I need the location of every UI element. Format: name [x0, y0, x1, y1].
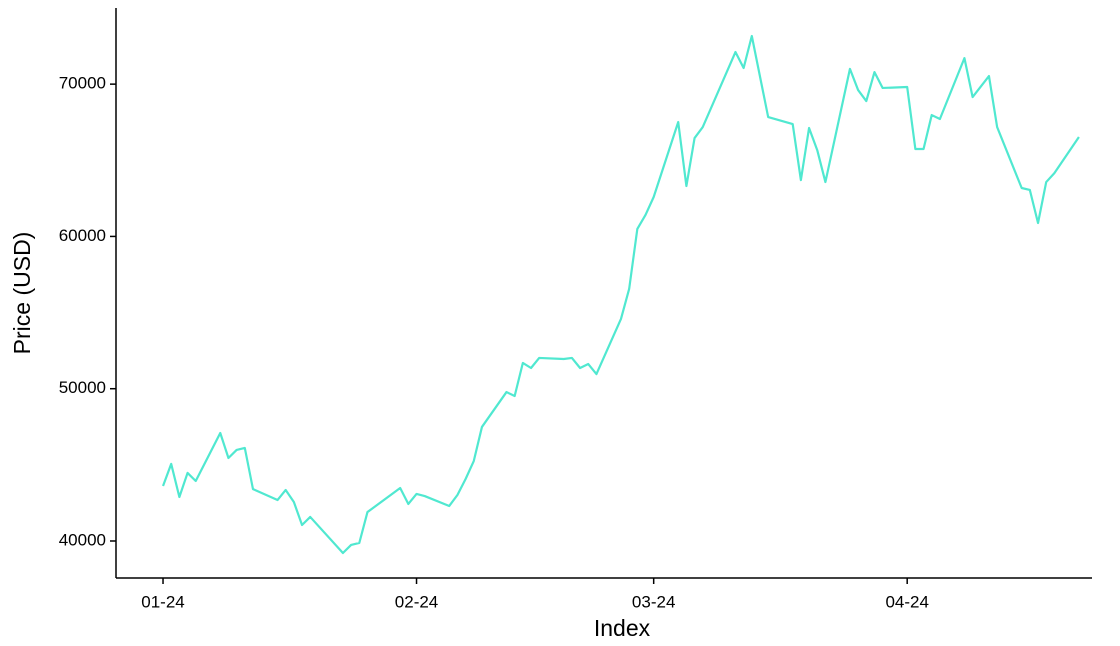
x-axis-title: Index	[594, 615, 651, 641]
y-axis-title: Price (USD)	[9, 232, 35, 355]
y-tick-label: 40000	[59, 530, 106, 549]
x-tick-label: 03-24	[632, 592, 675, 611]
x-tick-label: 04-24	[885, 592, 928, 611]
y-tick-label: 60000	[59, 226, 106, 245]
x-tick-label: 02-24	[395, 592, 438, 611]
y-tick-label: 70000	[59, 74, 106, 93]
y-tick-label: 50000	[59, 378, 106, 397]
price-line	[161, 34, 1080, 555]
x-tick-label: 01-24	[141, 592, 184, 611]
